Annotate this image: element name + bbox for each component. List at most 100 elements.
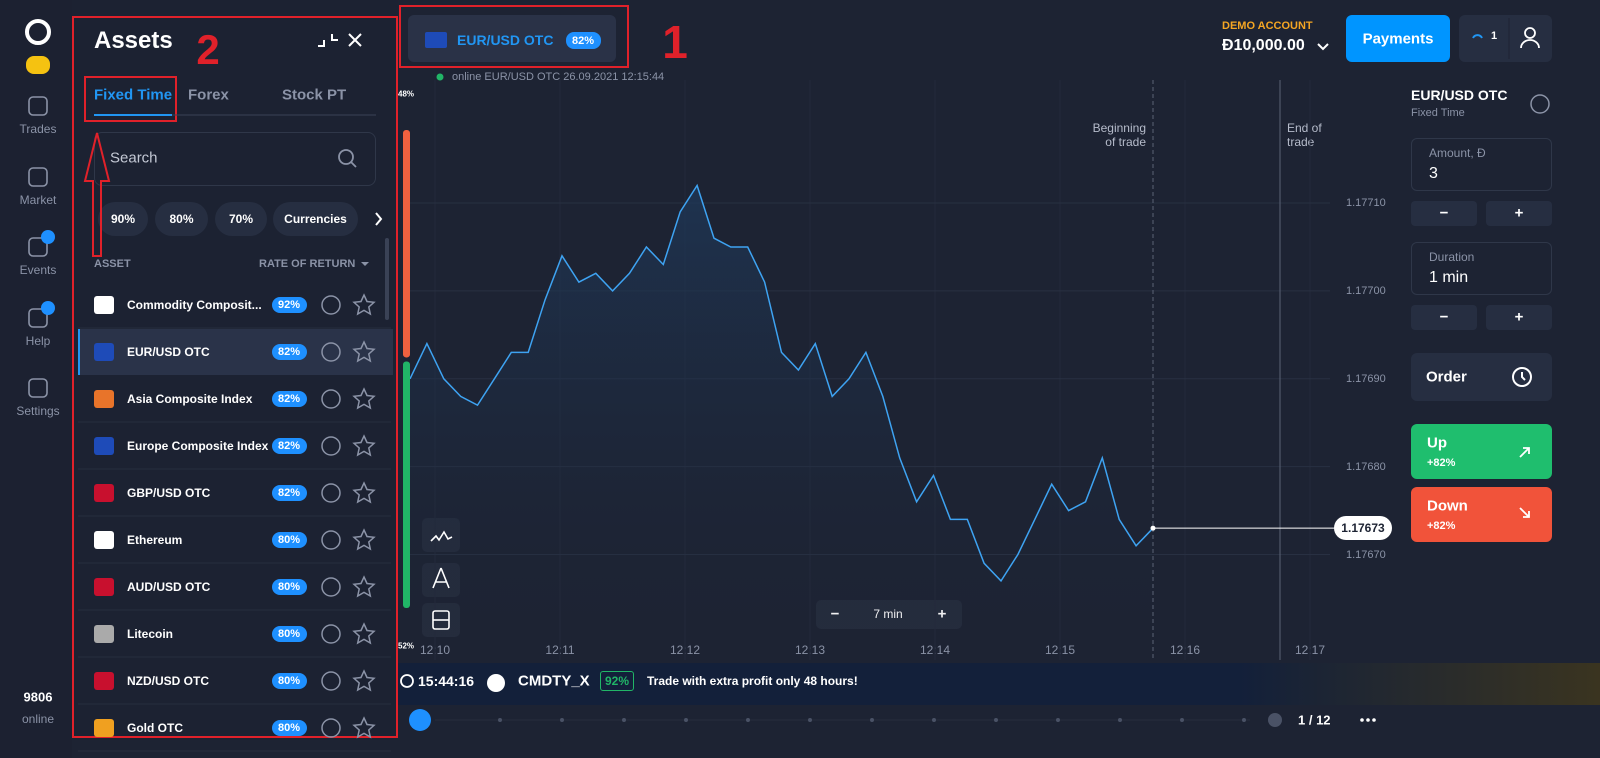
current-price: 1.17673 [1341, 521, 1385, 536]
annotation-box [399, 5, 629, 68]
nav-label[interactable]: Trades [19, 122, 57, 136]
nav-label[interactable]: Settings [16, 404, 60, 418]
info-icon [321, 671, 341, 691]
info-icon [321, 483, 341, 503]
sentiment-bar [403, 361, 410, 608]
asset-rate: 82% [277, 346, 301, 358]
favorite-star [352, 716, 376, 739]
column-rate[interactable]: RATE OF RETURN [259, 258, 356, 270]
step-label: − [1439, 204, 1449, 222]
logo-badge-bg [26, 56, 50, 74]
filter-chip[interactable] [98, 202, 148, 236]
pager-dot [932, 718, 936, 722]
up-label: Up [1427, 434, 1447, 452]
more-dot [1366, 718, 1370, 722]
balance[interactable]: Đ10,000.00 [1222, 37, 1305, 54]
pager-label: 1 / 12 [1298, 712, 1331, 728]
rate-pill [272, 438, 307, 454]
up-rate: +82% [1427, 457, 1456, 469]
info-icon [321, 389, 341, 409]
annotation-box [72, 16, 398, 738]
favorite-star [352, 622, 376, 645]
pager-dot [1118, 718, 1122, 722]
tool-icon [430, 530, 453, 542]
input-field[interactable] [1411, 138, 1552, 191]
asset-rate: 82% [277, 393, 301, 405]
notifications-box[interactable] [1459, 15, 1552, 62]
asset-tab[interactable]: Forex [188, 86, 229, 104]
nav-label[interactable]: Market [19, 193, 57, 207]
asset-name[interactable]: Europe Composite Index [127, 439, 269, 453]
asset-icon [94, 296, 114, 314]
search-icon-handle [350, 161, 357, 168]
asset-name[interactable]: Gold OTC [127, 721, 183, 735]
asset-rate: 80% [277, 722, 301, 734]
favorite-star [352, 528, 376, 551]
asset-tab[interactable]: Fixed Time [94, 86, 173, 104]
clock-hands [1521, 372, 1526, 381]
asset-name[interactable]: Commodity Composit... [127, 298, 262, 312]
rate-pill [272, 485, 307, 501]
asset-rate: 80% [277, 581, 301, 593]
asset-name[interactable]: GBP/USD OTC [127, 486, 211, 500]
down-arrow [1519, 507, 1530, 518]
filters-next [375, 212, 383, 226]
asset-tab[interactable]: Stock PT [282, 86, 347, 104]
asset-icon [94, 672, 114, 690]
favorite-star [352, 575, 376, 598]
status-text: online EUR/USD OTC 26.09.2021 12:15:44 [452, 71, 665, 83]
ticker-rate: 92% [604, 674, 630, 688]
nav-label[interactable]: Events [19, 263, 57, 277]
pager-dot [622, 718, 626, 722]
pager-dot [808, 718, 812, 722]
info-icon [321, 436, 341, 456]
filter-chip[interactable] [273, 202, 358, 236]
scrollbar [385, 238, 389, 320]
nav-label[interactable]: Help [25, 334, 51, 348]
down-rate: +82% [1427, 520, 1456, 532]
ticker-icon [487, 674, 505, 692]
input-label: Duration [1429, 250, 1475, 264]
order-button[interactable] [1411, 353, 1552, 401]
payments-button[interactable] [1346, 15, 1450, 62]
asset-icon [94, 437, 114, 455]
payments-label: Payments [1362, 30, 1434, 48]
step-button[interactable] [1411, 201, 1477, 226]
trade-marker-label: of trade [1105, 135, 1146, 149]
filter-chip[interactable] [215, 202, 267, 236]
asset-name[interactable]: AUD/USD OTC [127, 580, 211, 594]
input-label: Amount, Đ [1429, 146, 1486, 160]
search-box[interactable] [94, 132, 376, 186]
user-head [1524, 27, 1536, 39]
asset-icon [94, 531, 114, 549]
asset-name[interactable]: EUR/USD OTC [127, 345, 210, 359]
search-placeholder: Search [110, 149, 158, 167]
nav-icon [28, 308, 48, 328]
pager-dot [560, 718, 564, 722]
trade-marker-label: Beginning [1092, 121, 1146, 135]
filter-label: Currencies [284, 212, 347, 226]
step-button[interactable] [1486, 201, 1552, 226]
asset-icon [94, 390, 114, 408]
step-button[interactable] [1411, 305, 1477, 330]
asset-name[interactable]: NZD/USD OTC [127, 674, 209, 688]
trade-marker-label: End of [1287, 121, 1322, 135]
input-field[interactable] [1411, 242, 1552, 295]
trade-asset: EUR/USD OTC [1411, 87, 1508, 103]
step-button[interactable] [1486, 305, 1552, 330]
nav-badge-bg [41, 230, 55, 244]
rate-pill [272, 344, 307, 360]
order-label: Order [1426, 368, 1467, 386]
info-icon [321, 624, 341, 644]
asset-tab-rate: 82% [571, 35, 595, 47]
asset-name[interactable]: Asia Composite Index [127, 392, 253, 406]
rate-pill [272, 720, 307, 736]
ticker-symbol: CMDTY_X [518, 672, 590, 690]
favorite-star [352, 481, 376, 504]
asset-name[interactable]: Litecoin [127, 627, 174, 641]
filter-chip[interactable] [155, 202, 208, 236]
asset-name[interactable]: Ethereum [127, 533, 183, 547]
nav-icon [28, 96, 48, 116]
